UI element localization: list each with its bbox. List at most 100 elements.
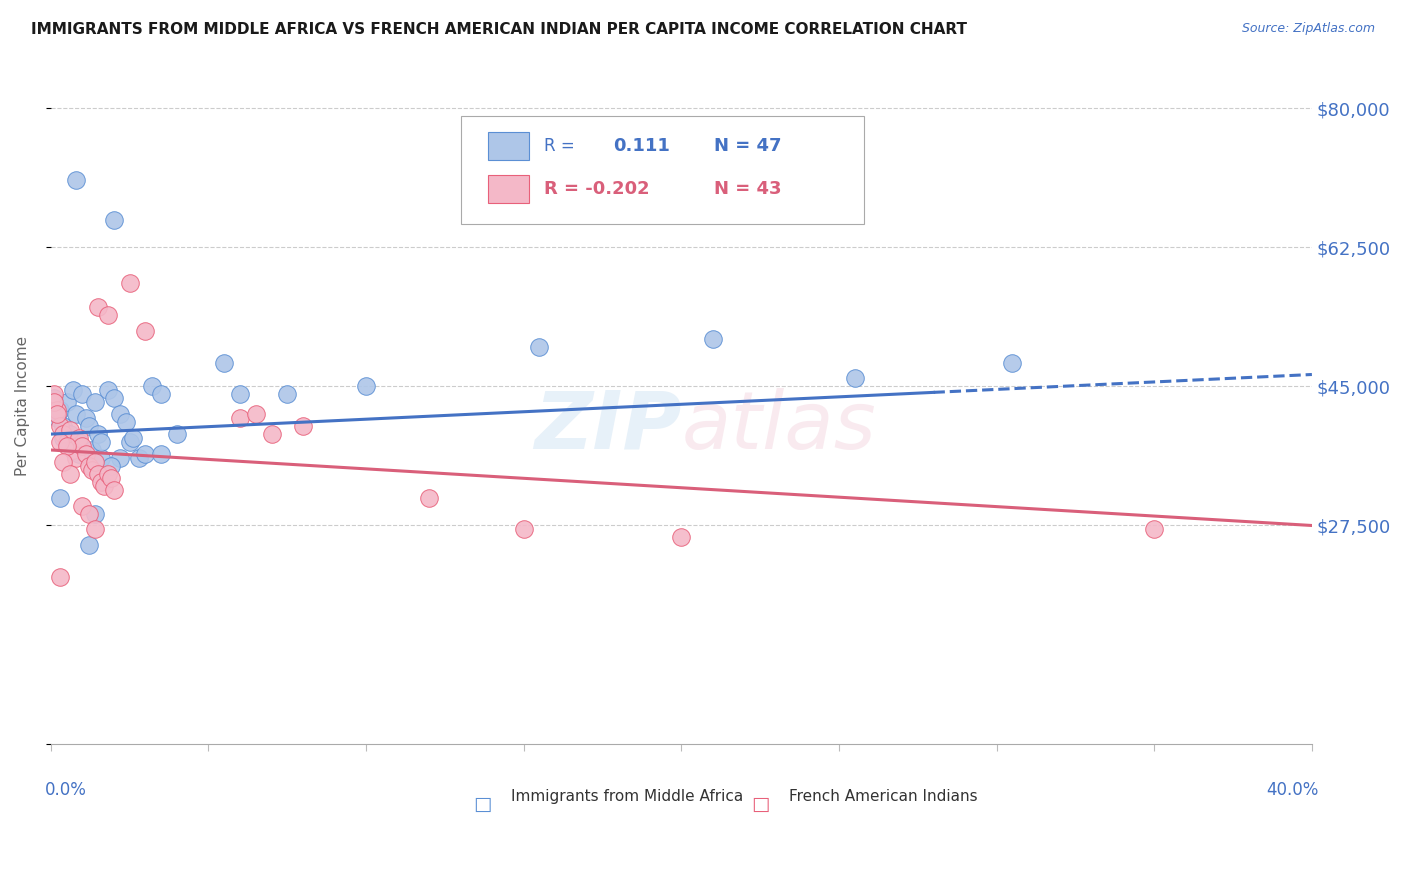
Text: 0.0%: 0.0% (45, 781, 86, 799)
Point (245, 407, 267, 421)
Point (52, 455, 75, 469)
Point (128, 450, 150, 465)
Point (354, 379, 377, 393)
Text: Immigrants from Middle Africa: Immigrants from Middle Africa (512, 789, 744, 805)
Point (166, 427, 188, 442)
Y-axis label: Per Capita Income: Per Capita Income (15, 336, 30, 476)
Point (75, 447, 97, 461)
Point (77, 538, 100, 552)
Point (72, 387, 94, 401)
Point (150, 447, 173, 461)
Point (671, 530, 693, 544)
Text: 40.0%: 40.0% (1265, 781, 1319, 799)
Point (59, 427, 82, 442)
Point (1143, 523, 1166, 537)
Point (1001, 355, 1024, 369)
Point (59, 423, 82, 437)
FancyBboxPatch shape (488, 132, 529, 161)
Point (52, 419, 75, 434)
Point (118, 435, 141, 450)
Point (49, 435, 72, 450)
Point (67, 447, 90, 461)
Point (229, 387, 252, 401)
Point (49, 403, 72, 417)
Point (103, 483, 125, 497)
Point (77, 458, 100, 473)
Point (141, 379, 163, 393)
Point (260, 427, 283, 442)
Point (72, 499, 94, 513)
Point (87, 300, 110, 314)
Point (55, 395, 77, 409)
Point (702, 332, 724, 346)
Point (84, 455, 107, 469)
Point (65, 450, 87, 465)
Text: N = 43: N = 43 (714, 180, 782, 198)
Text: R = -0.202: R = -0.202 (544, 180, 650, 198)
Point (529, 340, 551, 354)
Text: □: □ (751, 795, 769, 814)
Point (87, 427, 110, 442)
Point (67, 435, 90, 450)
Point (108, 407, 131, 421)
Point (62, 442, 84, 457)
Point (90, 475, 112, 489)
Point (52, 427, 75, 442)
Point (65, 173, 87, 187)
Point (121, 431, 143, 445)
Point (72, 439, 94, 453)
Point (90, 435, 112, 450)
Point (42, 395, 65, 409)
Point (77, 507, 100, 521)
Point (62, 384, 84, 398)
Point (65, 407, 87, 421)
Point (42, 392, 65, 406)
Point (512, 523, 534, 537)
Point (80, 442, 103, 457)
Point (103, 392, 125, 406)
Point (212, 355, 235, 369)
Point (80, 463, 103, 477)
Point (134, 447, 156, 461)
Text: IMMIGRANTS FROM MIDDLE AFRICA VS FRENCH AMERICAN INDIAN PER CAPITA INCOME CORREL: IMMIGRANTS FROM MIDDLE AFRICA VS FRENCH … (31, 22, 967, 37)
FancyBboxPatch shape (461, 116, 865, 224)
Point (87, 467, 110, 481)
FancyBboxPatch shape (488, 175, 529, 203)
Point (118, 276, 141, 290)
Point (49, 570, 72, 584)
Point (292, 419, 315, 434)
Point (418, 491, 440, 505)
Point (97, 467, 120, 481)
Text: □: □ (474, 795, 492, 814)
Point (90, 450, 112, 465)
Point (100, 471, 122, 485)
Point (46, 411, 69, 425)
Point (55, 439, 77, 453)
Text: French American Indians: French American Indians (789, 789, 977, 805)
Point (97, 308, 120, 322)
Point (100, 458, 122, 473)
Text: ZIP: ZIP (534, 387, 682, 466)
Text: R =: R = (544, 137, 575, 155)
Point (103, 212, 125, 227)
Text: Source: ZipAtlas.com: Source: ZipAtlas.com (1241, 22, 1375, 36)
Point (97, 384, 120, 398)
Point (84, 395, 107, 409)
Point (150, 387, 173, 401)
Point (55, 435, 77, 450)
Point (67, 431, 90, 445)
Text: atlas: atlas (682, 387, 876, 466)
Point (84, 523, 107, 537)
Point (115, 415, 138, 429)
Text: N = 47: N = 47 (714, 137, 782, 155)
Point (229, 411, 252, 425)
Point (46, 407, 69, 421)
Point (93, 479, 115, 493)
Point (46, 403, 69, 417)
Point (42, 387, 65, 401)
Text: 0.111: 0.111 (613, 137, 671, 155)
Point (59, 467, 82, 481)
Point (62, 442, 84, 457)
Point (134, 324, 156, 338)
Point (77, 419, 100, 434)
